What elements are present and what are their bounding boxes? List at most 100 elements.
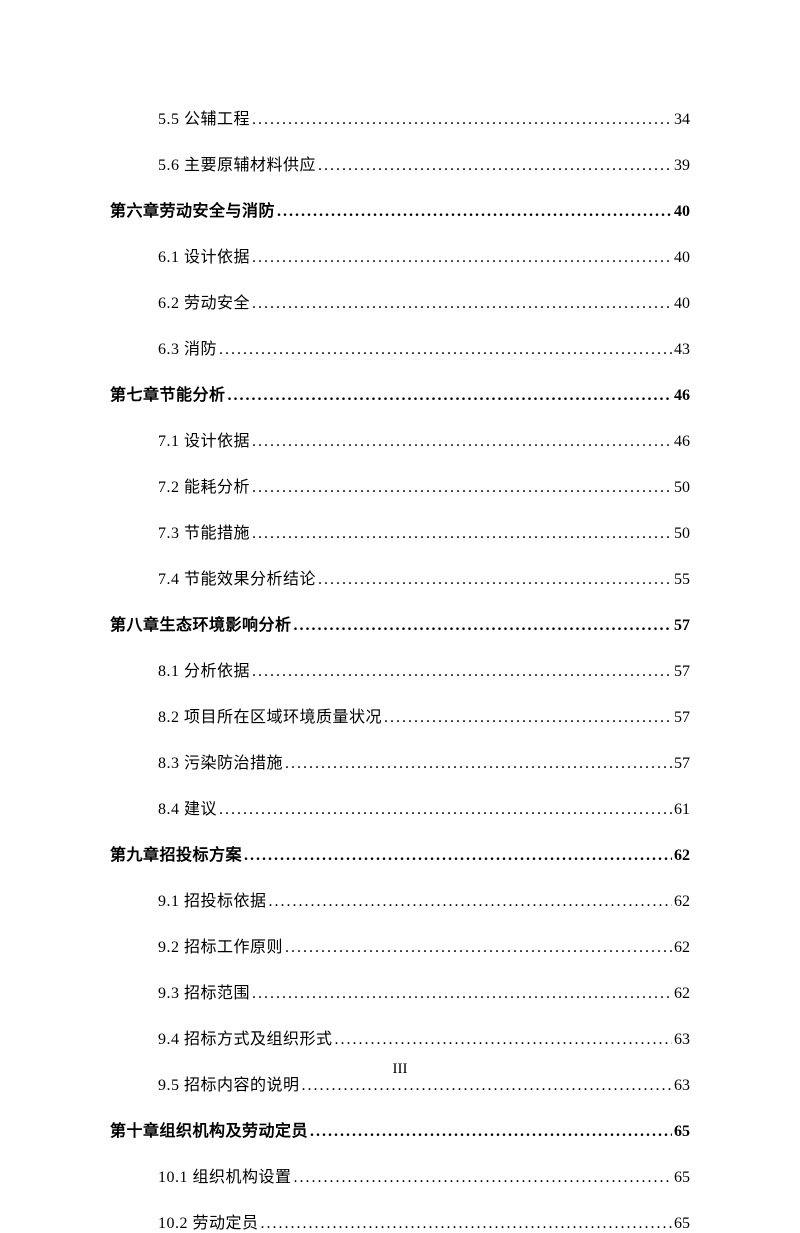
toc-entry-page: 55 [674, 571, 690, 589]
page-number: III [0, 1061, 800, 1078]
toc-section-row: 8.1 分析依据 57 [158, 657, 690, 681]
toc-leader-dots [252, 295, 672, 313]
toc-entry-title: 9.2 招标工作原则 [158, 933, 283, 957]
toc-section-row: 10.1 组织机构设置 65 [158, 1163, 690, 1187]
toc-leader-dots [252, 985, 672, 1003]
toc-entry-page: 62 [674, 893, 690, 911]
toc-entry-page: 40 [674, 295, 690, 313]
toc-section-row: 10.2 劳动定员 65 [158, 1209, 690, 1233]
toc-leader-dots [294, 617, 672, 635]
toc-entry-page: 43 [674, 341, 690, 359]
toc-section-row: 7.3 节能措施 50 [158, 519, 690, 543]
toc-page: 5.5 公辅工程 345.6 主要原辅材料供应 39第六章劳动安全与消防 406… [0, 0, 800, 1233]
toc-leader-dots [252, 433, 672, 451]
toc-entry-title: 5.5 公辅工程 [158, 105, 250, 129]
toc-leader-dots [261, 1215, 672, 1233]
toc-section-row: 8.4 建议 61 [158, 795, 690, 819]
toc-entry-title: 7.1 设计依据 [158, 427, 250, 451]
toc-entry-page: 50 [674, 525, 690, 543]
toc-leader-dots [302, 1077, 672, 1095]
toc-entry-title: 8.2 项目所在区域环境质量状况 [158, 703, 382, 727]
toc-entry-title: 10.2 劳动定员 [158, 1209, 259, 1233]
toc-entry-page: 57 [674, 617, 690, 635]
toc-chapter-row: 第九章招投标方案 62 [110, 841, 690, 865]
toc-chapter-row: 第七章节能分析 46 [110, 381, 690, 405]
toc-leader-dots [384, 709, 672, 727]
toc-leader-dots [252, 479, 672, 497]
toc-entry-title: 7.4 节能效果分析结论 [158, 565, 316, 589]
toc-chapter-row: 第十章组织机构及劳动定员 65 [110, 1117, 690, 1141]
toc-section-row: 7.1 设计依据 46 [158, 427, 690, 451]
toc-entry-title: 第六章劳动安全与消防 [110, 197, 275, 221]
toc-entry-page: 39 [674, 157, 690, 175]
toc-section-row: 9.3 招标范围 62 [158, 979, 690, 1003]
toc-section-row: 9.4 招标方式及组织形式 63 [158, 1025, 690, 1049]
toc-entry-page: 62 [674, 939, 690, 957]
toc-entry-title: 8.3 污染防治措施 [158, 749, 283, 773]
toc-leader-dots [335, 1031, 672, 1049]
toc-leader-dots [228, 387, 672, 405]
toc-section-row: 8.2 项目所在区域环境质量状况 57 [158, 703, 690, 727]
toc-entry-title: 7.3 节能措施 [158, 519, 250, 543]
toc-entry-title: 10.1 组织机构设置 [158, 1163, 292, 1187]
toc-entry-title: 6.1 设计依据 [158, 243, 250, 267]
toc-chapter-row: 第六章劳动安全与消防 40 [110, 197, 690, 221]
toc-leader-dots [219, 341, 672, 359]
toc-leader-dots [318, 157, 672, 175]
toc-entry-page: 57 [674, 709, 690, 727]
toc-entry-page: 65 [674, 1215, 690, 1233]
toc-section-row: 9.1 招投标依据 62 [158, 887, 690, 911]
toc-entry-page: 65 [674, 1169, 690, 1187]
toc-leader-dots [252, 525, 672, 543]
toc-section-row: 6.3 消防 43 [158, 335, 690, 359]
toc-leader-dots [244, 847, 672, 865]
toc-leader-dots [277, 203, 672, 221]
toc-entry-title: 8.1 分析依据 [158, 657, 250, 681]
toc-entry-title: 第十章组织机构及劳动定员 [110, 1117, 308, 1141]
toc-entry-title: 9.4 招标方式及组织形式 [158, 1025, 333, 1049]
toc-entry-title: 6.2 劳动安全 [158, 289, 250, 313]
toc-leader-dots [285, 939, 672, 957]
toc-entry-page: 65 [674, 1123, 690, 1141]
toc-entry-title: 9.1 招投标依据 [158, 887, 267, 911]
toc-section-row: 8.3 污染防治措施 57 [158, 749, 690, 773]
toc-section-row: 9.2 招标工作原则 62 [158, 933, 690, 957]
toc-section-row: 7.4 节能效果分析结论 55 [158, 565, 690, 589]
toc-section-row: 5.6 主要原辅材料供应 39 [158, 151, 690, 175]
toc-entry-page: 40 [674, 249, 690, 267]
toc-entry-title: 8.4 建议 [158, 795, 217, 819]
toc-entry-page: 46 [674, 433, 690, 451]
toc-entry-page: 57 [674, 755, 690, 773]
toc-entry-page: 61 [674, 801, 690, 819]
toc-entry-page: 40 [674, 203, 690, 221]
toc-entry-title: 7.2 能耗分析 [158, 473, 250, 497]
toc-entry-page: 63 [674, 1031, 690, 1049]
toc-entry-page: 46 [674, 387, 690, 405]
toc-entry-page: 57 [674, 663, 690, 681]
toc-leader-dots [269, 893, 672, 911]
toc-entry-title: 第七章节能分析 [110, 381, 226, 405]
toc-leader-dots [310, 1123, 672, 1141]
toc-entry-page: 34 [674, 111, 690, 129]
toc-entry-title: 第八章生态环境影响分析 [110, 611, 292, 635]
toc-leader-dots [294, 1169, 672, 1187]
toc-leader-dots [252, 249, 672, 267]
toc-entry-page: 50 [674, 479, 690, 497]
toc-section-row: 7.2 能耗分析 50 [158, 473, 690, 497]
toc-entry-page: 62 [674, 985, 690, 1003]
toc-entry-title: 第九章招投标方案 [110, 841, 242, 865]
toc-leader-dots [285, 755, 672, 773]
toc-chapter-row: 第八章生态环境影响分析 57 [110, 611, 690, 635]
toc-section-row: 6.1 设计依据 40 [158, 243, 690, 267]
toc-leader-dots [252, 663, 672, 681]
toc-entry-title: 5.6 主要原辅材料供应 [158, 151, 316, 175]
toc-section-row: 6.2 劳动安全 40 [158, 289, 690, 313]
toc-leader-dots [219, 801, 672, 819]
toc-entry-page: 63 [674, 1077, 690, 1095]
toc-leader-dots [318, 571, 672, 589]
toc-entry-title: 9.3 招标范围 [158, 979, 250, 1003]
toc-section-row: 5.5 公辅工程 34 [158, 105, 690, 129]
toc-entry-title: 6.3 消防 [158, 335, 217, 359]
toc-entry-page: 62 [674, 847, 690, 865]
toc-leader-dots [252, 111, 672, 129]
